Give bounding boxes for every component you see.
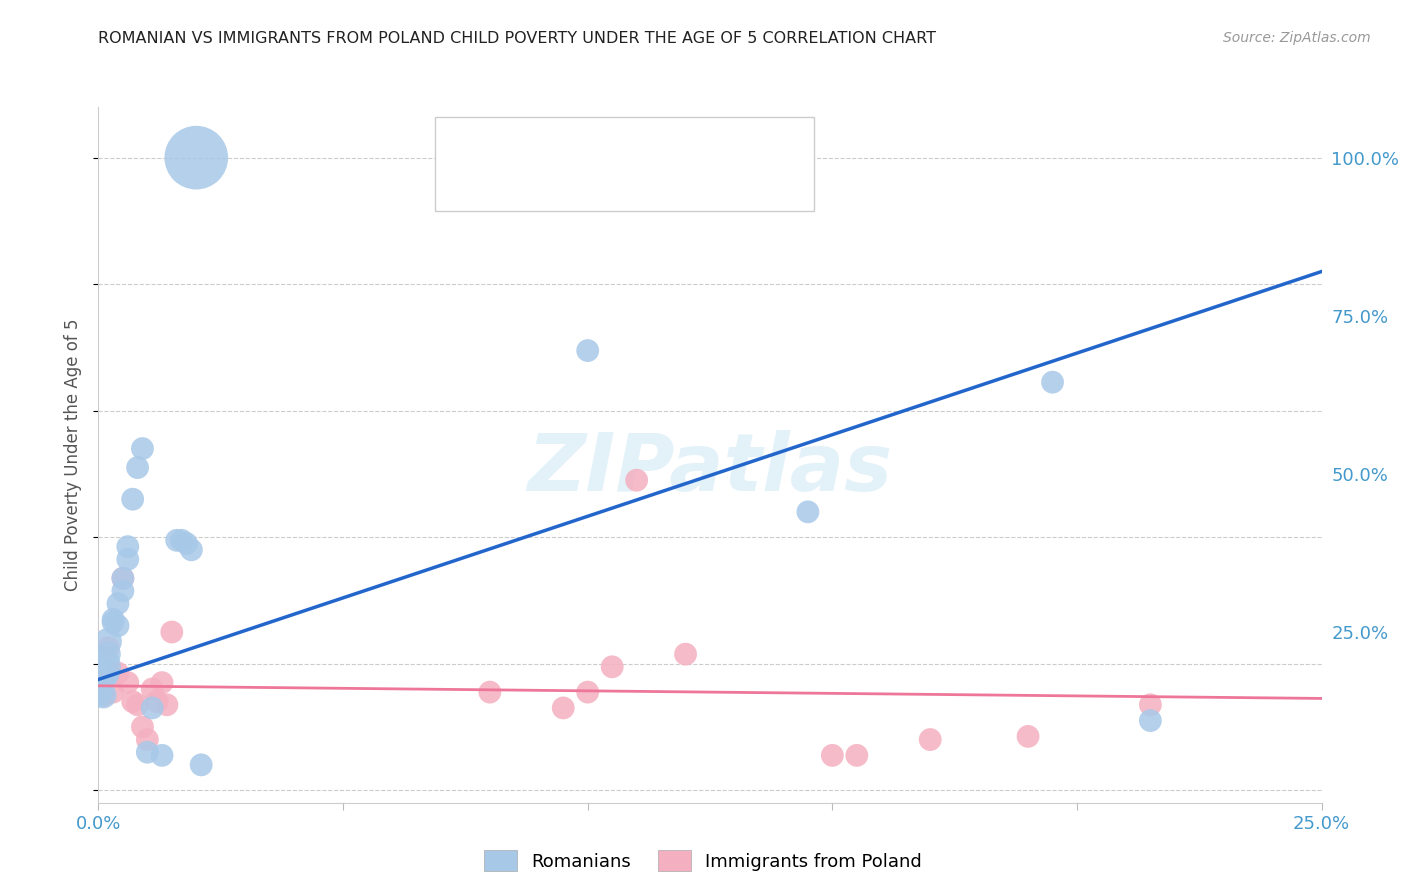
FancyBboxPatch shape [460, 126, 515, 164]
Point [127, 698, 149, 712]
Point [160, 625, 183, 640]
Point [111, 571, 134, 585]
Point [101, 612, 124, 626]
Point [675, 647, 697, 661]
Point [180, 542, 202, 557]
Point [117, 540, 139, 554]
Point [131, 720, 153, 734]
Point [176, 536, 198, 550]
Point [553, 701, 575, 715]
Text: R =: R = [526, 136, 565, 153]
Point [600, 660, 623, 674]
FancyBboxPatch shape [460, 161, 515, 199]
Point [107, 597, 129, 611]
Point [626, 473, 648, 487]
FancyBboxPatch shape [434, 118, 814, 211]
Point [97, 647, 120, 661]
Point [91, 688, 114, 702]
Text: N =: N = [637, 170, 688, 188]
Point [1139, 698, 1161, 712]
Point [136, 745, 159, 759]
Legend: Romanians, Immigrants from Poland: Romanians, Immigrants from Poland [477, 843, 929, 879]
Point [478, 685, 501, 699]
Point [101, 615, 124, 630]
Point [107, 666, 129, 681]
Point [1042, 375, 1064, 389]
Text: 0.547: 0.547 [575, 136, 633, 153]
Point [150, 748, 173, 763]
Point [821, 748, 844, 763]
Point [111, 583, 134, 598]
Point [156, 698, 179, 712]
Point [845, 748, 868, 763]
Point [117, 552, 139, 566]
Point [576, 685, 599, 699]
Point [107, 618, 129, 632]
Text: 30: 30 [710, 136, 735, 153]
Text: ZIPatlas: ZIPatlas [527, 430, 893, 508]
Point [920, 732, 942, 747]
Point [141, 681, 163, 696]
Point [91, 666, 114, 681]
Point [141, 701, 163, 715]
Point [97, 634, 120, 648]
Point [121, 695, 143, 709]
Text: Source: ZipAtlas.com: Source: ZipAtlas.com [1223, 31, 1371, 45]
Point [111, 571, 134, 585]
Y-axis label: Child Poverty Under the Age of 5: Child Poverty Under the Age of 5 [65, 318, 83, 591]
Point [166, 533, 188, 548]
Point [87, 679, 110, 693]
Point [121, 492, 143, 507]
Point [87, 685, 110, 699]
Point [136, 732, 159, 747]
Point [146, 695, 169, 709]
Point [797, 505, 820, 519]
Point [91, 688, 114, 702]
Point [186, 151, 208, 165]
Text: ROMANIAN VS IMMIGRANTS FROM POLAND CHILD POVERTY UNDER THE AGE OF 5 CORRELATION : ROMANIAN VS IMMIGRANTS FROM POLAND CHILD… [98, 31, 936, 46]
Point [170, 533, 193, 548]
Point [190, 757, 212, 772]
Point [1139, 714, 1161, 728]
Point [150, 675, 173, 690]
Text: R =: R = [526, 170, 565, 188]
Point [576, 343, 599, 358]
Point [101, 685, 124, 699]
Text: -0.041: -0.041 [575, 170, 640, 188]
Point [1017, 730, 1039, 744]
Point [117, 675, 139, 690]
Point [127, 460, 149, 475]
Text: 27: 27 [710, 170, 735, 188]
Point [131, 442, 153, 456]
Text: N =: N = [637, 136, 688, 153]
Point [97, 640, 120, 655]
Point [87, 660, 110, 674]
